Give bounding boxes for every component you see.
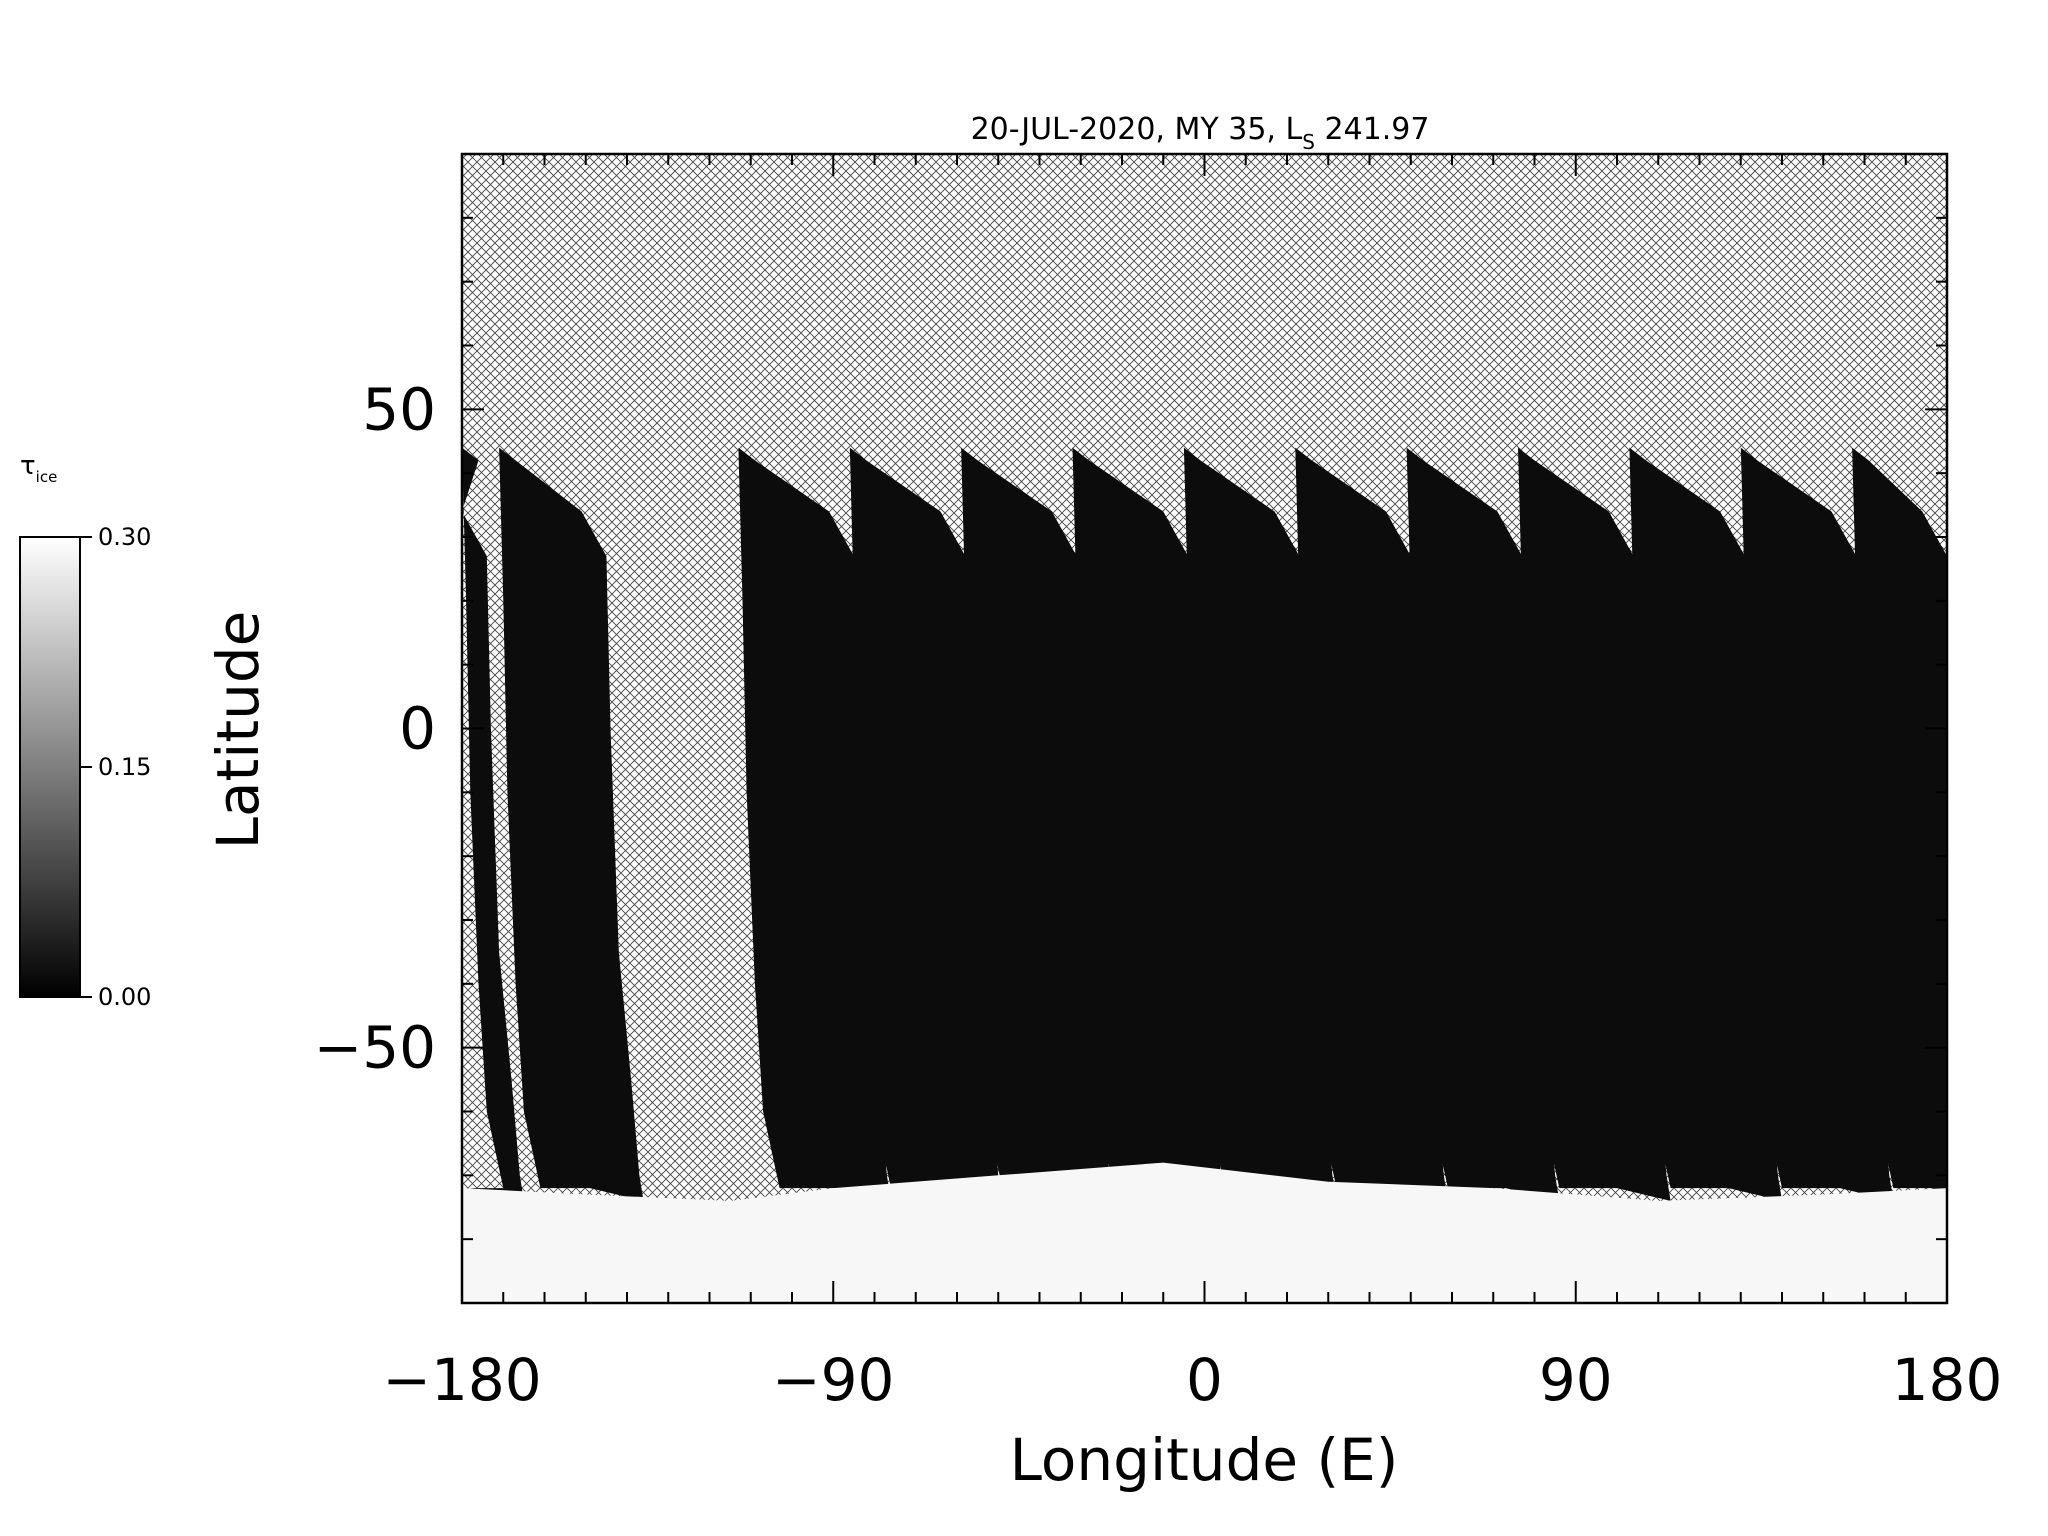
orbit-swath <box>1740 447 1894 1201</box>
orbit-swath <box>1406 447 1560 1201</box>
orbit-swath <box>1852 447 1947 1193</box>
orbit-swath <box>1072 447 1226 1201</box>
y-tick-label: 0 <box>399 695 436 763</box>
x-tick-label: −180 <box>382 1346 541 1414</box>
south-polar-region <box>462 1162 1947 1303</box>
colorbar <box>19 536 81 998</box>
orbit-swath <box>499 447 644 1201</box>
x-tick-label: −90 <box>772 1346 894 1414</box>
y-axis-label: Latitude <box>204 611 272 850</box>
orbit-swath <box>462 447 524 1201</box>
colorbar-label-main: τ <box>20 451 36 481</box>
chart-title: 20-JUL-2020, MY 35, LS 241.97 <box>971 112 1430 154</box>
colorbar-label: τice <box>20 451 57 486</box>
x-tick-label: 90 <box>1539 1346 1613 1414</box>
x-tick-label: 180 <box>1892 1346 2003 1414</box>
orbit-swath <box>961 447 1114 1201</box>
orbit-swath <box>738 447 891 1201</box>
orbit-swath <box>849 447 1003 1201</box>
title-suffix: 241.97 <box>1315 112 1430 147</box>
colorbar-tick-label: 0.00 <box>98 983 151 1011</box>
orbit-swath <box>1518 447 1671 1201</box>
title-main: 20-JUL-2020, MY 35, L <box>971 112 1303 147</box>
y-tick-label: −50 <box>314 1014 436 1082</box>
x-tick-label: 0 <box>1186 1346 1223 1414</box>
colorbar-tick-label: 0.15 <box>98 753 151 781</box>
y-tick-label: 50 <box>362 375 436 443</box>
orbit-swath <box>1629 447 1782 1201</box>
x-axis-label: Longitude (E) <box>1010 1426 1399 1494</box>
colorbar-tick-label: 0.30 <box>98 523 151 551</box>
colorbar-label-subscript: ice <box>36 468 58 486</box>
orbit-swath <box>1183 447 1337 1201</box>
orbit-swath <box>1295 447 1448 1201</box>
title-subscript: S <box>1302 130 1315 154</box>
